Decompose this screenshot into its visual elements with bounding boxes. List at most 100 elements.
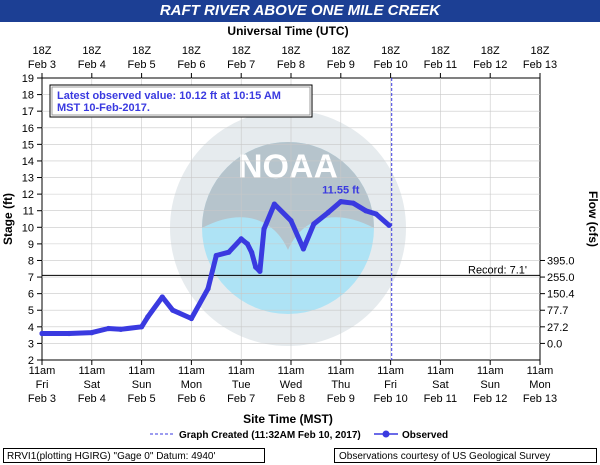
observed-point [139,324,145,330]
y-axis-title: Stage (ft) [1,193,15,245]
y-tick-label: 18 [22,90,34,102]
y-tick-label: 6 [28,289,34,301]
latest-value-line2: MST 10-Feb-2017. [57,102,150,114]
x-tick-day: Mon [181,379,202,391]
latest-value-line1: Latest observed value: 10.12 ft at 10:15… [57,90,281,102]
top-tick-time: 18Z [481,45,500,57]
peak-label: 11.55 ft [322,185,360,197]
x-tick-date: Feb 12 [473,393,507,405]
x-tick-time: 11am [29,365,56,377]
observed-point [66,330,72,337]
x-tick-date: Feb 8 [277,393,305,405]
observed-point [205,286,211,292]
top-tick-date: Feb 12 [473,59,507,71]
top-tick-time: 18Z [331,45,350,57]
source-footer: Observations courtesy of US Geological S… [334,448,597,463]
observed-point [226,249,232,255]
x-tick-day: Sat [432,379,449,391]
y-tick-label: 13 [22,173,34,185]
y-tick-label: 9 [28,239,34,251]
flow-axis-title: Flow (cfs) [586,191,600,247]
legend-observed-label: Observed [402,430,448,441]
y-tick-label: 16 [22,123,34,135]
observed-point [170,307,176,313]
x-axis-title: Site Time (MST) [243,412,333,426]
x-tick-day: Sun [480,379,500,391]
x-tick-date: Feb 10 [373,393,407,405]
site-time-axis: 11am Fri Feb 3 11am Sat Feb 4 11am Sun Feb 5 11am… [28,360,557,405]
latest-value-box [49,84,313,118]
flow-tick-label: 150.4 [547,289,575,301]
flow-tick-label: 255.0 [547,272,575,284]
observed-point [386,222,392,228]
observed-point [338,199,344,205]
x-tick-day: Sat [84,379,101,391]
flow-tick-label: 395.0 [547,255,575,267]
x-tick-day: Sun [132,379,152,391]
flow-tick-label: 0.0 [547,338,562,350]
observed-point [253,264,259,270]
x-tick-day: Mon [529,379,550,391]
top-tick-time: 18Z [132,45,151,57]
observed-point [325,209,331,215]
flow-tick-label: 27.2 [547,322,568,334]
stage-axis: 2 3 4 5 6 7 8 9 10 11 12 13 14 15 16 17 18 19 [22,73,42,367]
x-tick-date: Feb 11 [424,393,457,405]
top-tick-time: 18Z [232,45,251,57]
observed-point [300,246,306,252]
y-tick-label: 8 [28,255,34,267]
x-tick-day: Fri [384,379,397,391]
x-tick-date: Feb 5 [128,393,156,405]
top-tick-time: 18Z [282,45,301,57]
observed-point [271,201,277,207]
y-tick-label: 10 [22,222,34,234]
top-tick-time: 18Z [182,45,201,57]
observed-point [261,226,267,232]
observed-point [288,218,294,224]
x-tick-date: Feb 3 [28,393,56,405]
noaa-logo-icon: NOAA [170,110,406,346]
top-tick-time: 18Z [531,45,550,57]
top-tick-date: Feb 5 [128,59,156,71]
x-tick-date: Feb 4 [78,393,106,405]
legend-observed-marker [382,430,390,438]
y-tick-label: 4 [28,322,34,334]
observed-point [257,268,263,274]
top-tick-time: 18Z [431,45,450,57]
observed-point [373,211,379,217]
y-tick-label: 7 [28,272,34,284]
x-tick-time: 11am [527,365,554,377]
observed-point [213,252,219,259]
observed-point [188,315,194,322]
x-tick-time: 11am [427,365,454,377]
top-tick-date: Feb 3 [28,59,56,71]
x-tick-time: 11am [477,365,504,377]
top-tick-date: Feb 6 [177,59,205,71]
top-tick-date: Feb 7 [227,59,255,71]
observed-point [363,208,369,214]
legend-created-label: Graph Created (11:32AM Feb 10, 2017) [179,430,361,441]
top-tick-date: Feb 11 [424,59,457,71]
record-line: Record: 7.1' [42,264,540,276]
observed-point [118,326,124,332]
y-tick-label: 14 [22,156,34,168]
x-tick-date: Feb 6 [177,393,205,405]
top-tick-date: Feb 10 [373,59,407,71]
top-tick-time: 18Z [82,45,101,57]
y-tick-label: 12 [22,189,34,201]
flow-axis: 395.0 255.0 150.4 77.7 27.2 0.0 [540,255,575,350]
observed-point [89,330,95,336]
x-tick-time: 11am [128,365,155,377]
observed-point [350,200,356,206]
x-tick-date: Feb 7 [227,393,255,405]
flow-tick-label: 77.7 [547,305,568,317]
x-tick-day: Fri [36,379,49,391]
y-tick-label: 15 [22,139,34,151]
observed-point [249,249,255,255]
chart-title: RAFT RIVER ABOVE ONE MILE CREEK [0,0,600,22]
observed-series [39,199,392,337]
top-tick-time: 18Z [33,45,52,57]
y-tick-label: 2 [28,355,34,367]
y-tick-label: 17 [22,106,34,118]
